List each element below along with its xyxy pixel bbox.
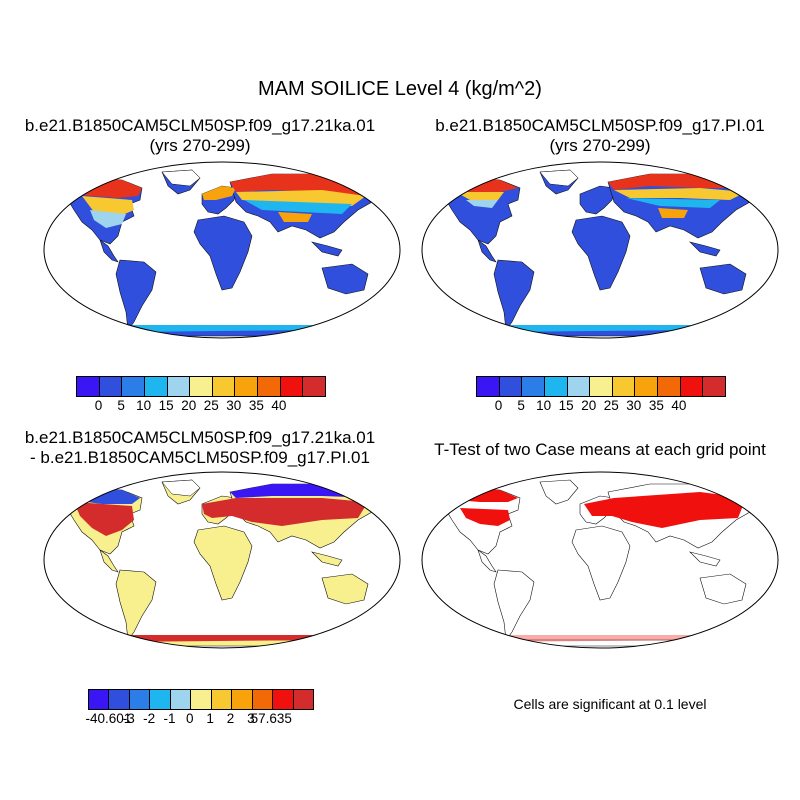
- colorbar-tick-label: 5: [117, 398, 125, 413]
- panel-title-top-left: b.e21.B1850CAM5CLM50SP.f09_g17.21ka.01 (…: [0, 116, 400, 156]
- figure-title: MAM SOILICE Level 4 (kg/m^2): [258, 78, 542, 100]
- colorbar-tick-label: 0: [494, 398, 503, 413]
- colorbar-tick-label: 5: [517, 398, 525, 413]
- colorbar-ticks-top-right: 0 5 10 15 20 25 30 35 40: [476, 398, 724, 416]
- panel-title-top-right: b.e21.B1850CAM5CLM50SP.f09_g17.PI.01 (yr…: [400, 116, 800, 156]
- panel-title-line1: b.e21.B1850CAM5CLM50SP.f09_g17.21ka.01: [24, 116, 376, 135]
- colorbar-tick-label: 40: [271, 398, 287, 413]
- colorbar-swatch: [273, 690, 294, 709]
- colorbar-swatch: [235, 377, 259, 396]
- colorbar-swatch: [477, 377, 500, 396]
- colorbar-swatch: [567, 377, 591, 396]
- map-bottom-right: [421, 471, 779, 649]
- colorbar-swatch: [150, 690, 171, 709]
- colorbar-tick-label: 30: [226, 398, 242, 413]
- colorbar-swatch: [703, 377, 726, 396]
- colorbar-ticks-bottom-left: -40.601 -3 -2 -1 0 1 2 3 57.635: [85, 711, 312, 729]
- colorbar-swatch: [89, 690, 110, 709]
- panel-title-line1: b.e21.B1850CAM5CLM50SP.f09_g17.PI.01: [435, 116, 765, 135]
- colorbar-swatch: [303, 377, 326, 396]
- colorbar-swatch: [590, 377, 613, 396]
- panel-title-line1: b.e21.B1850CAM5CLM50SP.f09_g17.21ka.01: [24, 428, 376, 447]
- colorbar-swatch: [129, 690, 151, 709]
- panel-title-bottom-right: T-Test of two Case means at each grid po…: [434, 440, 766, 459]
- colorbar-ticks-top-left: 0 5 10 15 20 25 30 35 40: [76, 398, 324, 416]
- colorbar-swatch: [170, 690, 192, 709]
- colorbar-swatch: [522, 377, 545, 396]
- colorbar-tick-label: 15: [558, 398, 574, 413]
- colorbar-swatch: [99, 377, 123, 396]
- colorbar-swatch: [658, 377, 681, 396]
- map-bottom-left: [43, 471, 401, 649]
- colorbar-swatch: [258, 377, 281, 396]
- panel-title-line2: (yrs 270-299): [149, 136, 251, 155]
- map-top-left: [43, 161, 401, 339]
- colorbar-tick-label: 0: [186, 711, 194, 726]
- panel-title-bottom-left: b.e21.B1850CAM5CLM50SP.f09_g17.21ka.01 -…: [0, 428, 400, 468]
- colorbar-tick-label: 15: [158, 398, 174, 413]
- colorbar-swatch: [232, 690, 253, 709]
- colorbar-tick-label: 25: [203, 398, 219, 413]
- colorbar-tick-label: 20: [581, 398, 597, 413]
- colorbar-swatch: [190, 377, 213, 396]
- colorbar-tick-label: 25: [603, 398, 619, 413]
- colorbar-swatch: [612, 377, 636, 396]
- colorbar-tick-label: 2: [226, 711, 235, 726]
- colorbar-swatch: [144, 377, 168, 396]
- colorbar-tick-label: 35: [248, 398, 264, 413]
- colorbar-tick-label: 57.635: [250, 711, 292, 726]
- panel-title-line2: - b.e21.B1850CAM5CLM50SP.f09_g17.PI.01: [30, 448, 370, 467]
- colorbar-tick-label: -40.601: [85, 711, 132, 726]
- colorbar-swatch: [77, 377, 100, 396]
- colorbar-tick-label: 0: [94, 398, 103, 413]
- colorbar-tick-label: 1: [206, 711, 214, 726]
- colorbar-swatch: [499, 377, 523, 396]
- colorbar-tick-label: -3: [122, 711, 135, 726]
- colorbar-tick-label: -1: [163, 711, 176, 726]
- colorbar-tick-label: 30: [626, 398, 642, 413]
- colorbar-swatch: [280, 377, 304, 396]
- colorbar-tick-label: 20: [181, 398, 197, 413]
- colorbar-top-left: [76, 376, 326, 397]
- colorbar-tick-label: -2: [143, 711, 156, 726]
- colorbar-tick-label: 40: [671, 398, 687, 413]
- colorbar-swatch: [211, 690, 233, 709]
- colorbar-swatch: [212, 377, 236, 396]
- colorbar-tick-label: 35: [648, 398, 664, 413]
- colorbar-top-right: [476, 376, 726, 397]
- colorbar-swatch: [252, 690, 274, 709]
- colorbar-swatch: [293, 690, 313, 709]
- colorbar-swatch: [680, 377, 704, 396]
- colorbar-bottom-left: [88, 689, 314, 710]
- colorbar-swatch: [167, 377, 191, 396]
- colorbar-tick-label: 10: [536, 398, 552, 413]
- colorbar-swatch: [109, 690, 130, 709]
- colorbar-swatch: [635, 377, 659, 396]
- map-top-right: [421, 161, 779, 339]
- panel-title-line2: (yrs 270-299): [549, 136, 651, 155]
- colorbar-swatch: [544, 377, 568, 396]
- significance-note: Cells are significant at 0.1 level: [513, 696, 707, 712]
- colorbar-tick-label: 3: [247, 711, 255, 726]
- colorbar-swatch: [191, 690, 212, 709]
- colorbar-swatch: [122, 377, 145, 396]
- colorbar-tick-label: 10: [136, 398, 152, 413]
